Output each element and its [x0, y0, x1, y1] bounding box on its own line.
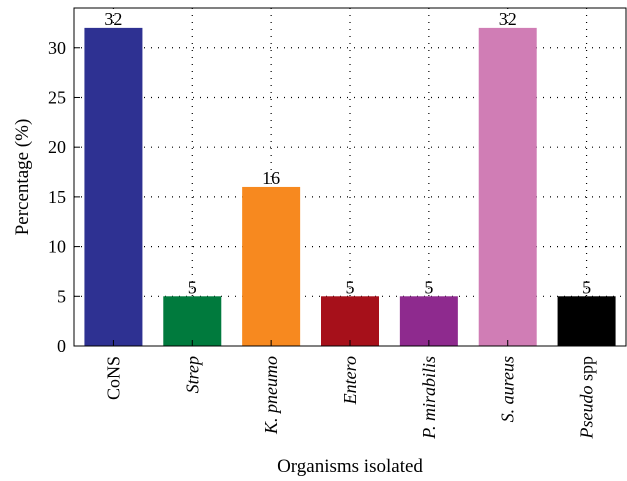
data-label: 16 — [262, 168, 280, 188]
x-tick-label-italic: Strep — [182, 356, 202, 393]
x-tick-label: Strep — [182, 356, 202, 393]
x-tick-label: Pseudo spp — [577, 356, 597, 440]
y-tick-label: 20 — [48, 137, 66, 157]
y-axis-title: Percentage (%) — [12, 119, 33, 236]
data-label: 5 — [188, 277, 197, 297]
bar — [399, 296, 458, 346]
bar — [84, 27, 143, 346]
x-axis-ticks: CoNS Strep K. pneumo Entero P. mirabilis S. a… — [103, 340, 597, 440]
x-tick-label-italic: Pseudo — [577, 386, 597, 440]
y-axis-ticks: 0 5 10 15 20 25 30 — [48, 38, 80, 356]
y-tick-label: 30 — [48, 38, 66, 58]
bars: 32 5 16 5 5 32 5 — [84, 9, 616, 346]
x-tick-label-italic: S. aureus — [498, 356, 518, 422]
bar — [557, 296, 616, 346]
x-tick-label-italic: Entero — [340, 356, 360, 405]
bar — [321, 296, 379, 346]
y-tick-label: 5 — [57, 286, 66, 306]
x-tick-label: P. mirabilis — [419, 356, 439, 440]
y-tick-label: 10 — [48, 237, 66, 257]
data-label: 32 — [499, 9, 517, 29]
bar — [242, 186, 301, 346]
x-tick-label: K. pneumo — [261, 356, 281, 435]
data-label: 5 — [582, 277, 591, 297]
data-label: 5 — [424, 277, 433, 297]
x-tick-label: CoNS — [103, 356, 123, 400]
x-tick-label: S. aureus — [498, 356, 518, 422]
x-axis-title: Organisms isolated — [277, 456, 423, 477]
x-tick-label-italic: P. mirabilis — [419, 356, 439, 440]
bar — [163, 296, 222, 346]
y-tick-label: 15 — [48, 187, 66, 207]
x-tick-label: Entero — [340, 356, 360, 405]
x-tick-label-text: CoNS — [103, 356, 123, 400]
y-tick-label: 0 — [57, 336, 66, 356]
x-tick-label-italic: K. pneumo — [261, 356, 281, 435]
bar — [478, 27, 537, 346]
data-label: 32 — [104, 9, 122, 29]
y-tick-label: 25 — [48, 87, 66, 107]
data-label: 5 — [346, 277, 355, 297]
x-tick-label-text: spp — [577, 356, 597, 386]
